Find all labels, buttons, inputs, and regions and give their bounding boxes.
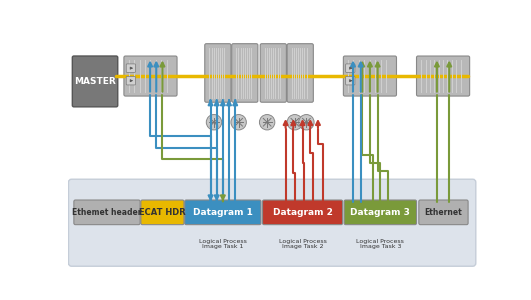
- FancyBboxPatch shape: [74, 200, 140, 225]
- Text: Logical Process
Image Task 2: Logical Process Image Task 2: [279, 238, 327, 249]
- FancyBboxPatch shape: [346, 64, 355, 72]
- FancyBboxPatch shape: [185, 200, 261, 225]
- FancyBboxPatch shape: [141, 200, 184, 225]
- Text: Ethemet header: Ethemet header: [72, 208, 142, 217]
- FancyBboxPatch shape: [344, 200, 416, 225]
- Text: Datagram 2: Datagram 2: [272, 208, 332, 217]
- Circle shape: [231, 115, 246, 130]
- FancyBboxPatch shape: [124, 56, 177, 96]
- FancyBboxPatch shape: [126, 76, 135, 85]
- Circle shape: [207, 115, 222, 130]
- FancyBboxPatch shape: [416, 56, 469, 96]
- Text: ECAT HDR: ECAT HDR: [139, 208, 186, 217]
- Circle shape: [260, 115, 275, 130]
- FancyBboxPatch shape: [68, 179, 476, 266]
- FancyBboxPatch shape: [232, 44, 258, 102]
- FancyBboxPatch shape: [126, 64, 135, 72]
- Text: Datagram 1: Datagram 1: [193, 208, 253, 217]
- Circle shape: [299, 115, 314, 130]
- FancyBboxPatch shape: [262, 200, 342, 225]
- FancyBboxPatch shape: [260, 44, 286, 102]
- FancyBboxPatch shape: [344, 56, 397, 96]
- FancyBboxPatch shape: [346, 76, 355, 85]
- Text: Datagram 3: Datagram 3: [350, 208, 410, 217]
- Text: MASTER: MASTER: [74, 77, 116, 86]
- FancyBboxPatch shape: [419, 200, 468, 225]
- Text: Logical Process
Image Task 3: Logical Process Image Task 3: [356, 238, 404, 249]
- FancyBboxPatch shape: [205, 44, 231, 102]
- Text: Ethernet: Ethernet: [425, 208, 463, 217]
- FancyBboxPatch shape: [72, 56, 118, 107]
- FancyBboxPatch shape: [287, 44, 313, 102]
- Circle shape: [287, 115, 303, 130]
- Text: Logical Process
Image Task 1: Logical Process Image Task 1: [199, 238, 247, 249]
